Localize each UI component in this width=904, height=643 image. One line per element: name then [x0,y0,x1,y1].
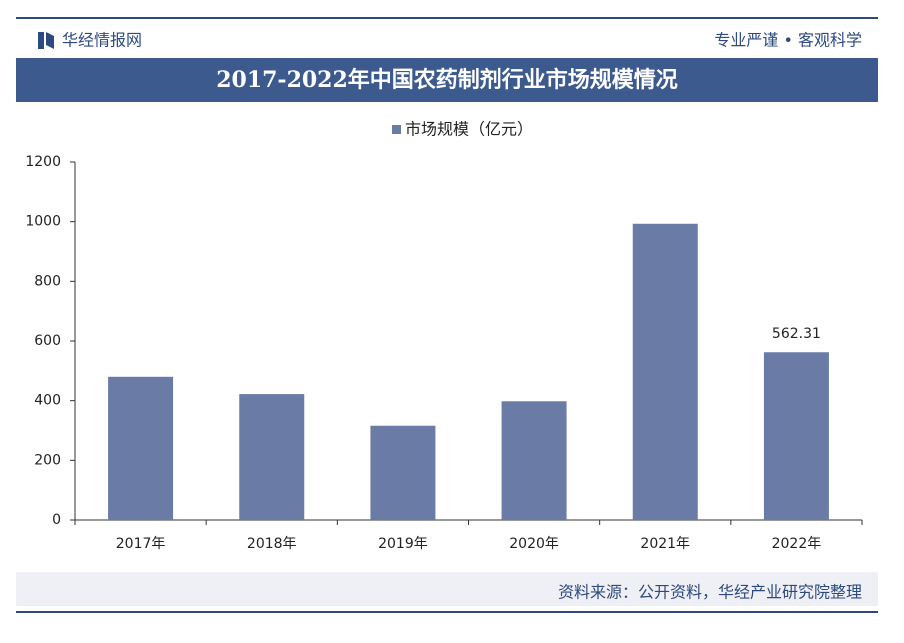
x-tick-label: 2019年 [378,536,428,552]
source: 资料来源：公开资料，华经产业研究院整理 [558,583,862,602]
bar [501,401,567,520]
y-tick-label: 200 [34,452,61,468]
logo [46,32,54,49]
bar [632,223,698,520]
x-tick-label: 2020年 [509,536,559,552]
title-bar [16,58,878,102]
y-tick-label: 1000 [25,214,61,230]
y-tick-label: 800 [34,273,61,289]
y-tick-label: 400 [34,393,61,409]
y-tick-label: 1200 [25,154,61,170]
y-tick-label: 600 [34,333,61,349]
chart-title: 2017-2022年中国农药制剂行业市场规模情况 [216,67,678,93]
data-label: 562.31 [772,326,821,342]
brand: 华经情报网 [62,31,142,50]
bar [239,394,305,520]
x-tick-label: 2018年 [247,536,297,552]
legend-label: 市场规模（亿元） [405,120,533,139]
legend-swatch [392,125,401,134]
y-tick-label: 0 [52,512,61,528]
x-tick-label: 2022年 [772,536,822,552]
bar [763,352,829,520]
footer-band [16,572,878,606]
bar [108,376,174,520]
slogan: 专业严谨 • 客观科学 [714,31,862,50]
bar [370,425,436,520]
x-tick-label: 2017年 [116,536,166,552]
logo [38,32,44,49]
x-tick-label: 2021年 [640,536,690,552]
